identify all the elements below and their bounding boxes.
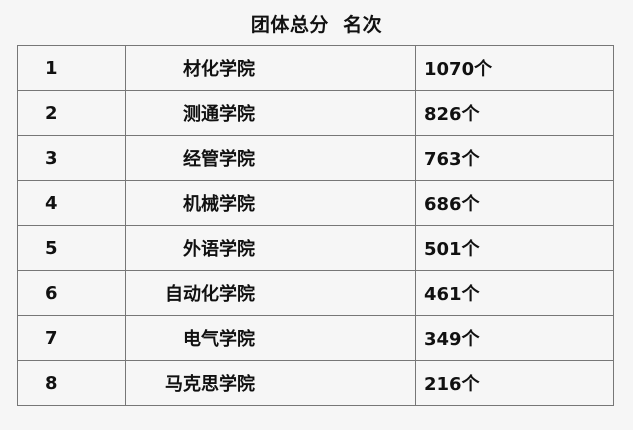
college-cell: 自动化学院: [125, 270, 416, 316]
rank-cell: 8: [17, 360, 126, 406]
score-cell: 501个: [415, 225, 614, 271]
college-cell: 电气学院: [125, 315, 416, 361]
table-row: 5 外语学院 501个: [17, 225, 614, 271]
ranking-table: 1 材化学院 1070个 2 测通学院 826个 3 经管学院 763个 4 机械学院 686个 5 外语…: [17, 45, 614, 406]
score-cell: 1070个: [415, 45, 614, 91]
score-cell: 826个: [415, 90, 614, 136]
college-cell: 测通学院: [125, 90, 416, 136]
rank-cell: 1: [17, 45, 126, 91]
rank-cell: 4: [17, 180, 126, 226]
college-cell: 马克思学院: [125, 360, 416, 406]
page-title: 团体总分 名次: [250, 14, 383, 36]
score-cell: 349个: [415, 315, 614, 361]
score-cell: 686个: [415, 180, 614, 226]
college-cell: 材化学院: [125, 45, 416, 91]
table-row: 6 自动化学院 461个: [17, 270, 614, 316]
table-row: 4 机械学院 686个: [17, 180, 614, 226]
table-row: 1 材化学院 1070个: [17, 45, 614, 91]
rank-cell: 2: [17, 90, 126, 136]
rank-cell: 7: [17, 315, 126, 361]
score-cell: 763个: [415, 135, 614, 181]
score-cell: 461个: [415, 270, 614, 316]
college-cell: 机械学院: [125, 180, 416, 226]
table-row: 7 电气学院 349个: [17, 315, 614, 361]
college-cell: 经管学院: [125, 135, 416, 181]
rank-cell: 6: [17, 270, 126, 316]
college-cell: 外语学院: [125, 225, 416, 271]
table-row: 8 马克思学院 216个: [17, 360, 614, 406]
table-row: 3 经管学院 763个: [17, 135, 614, 181]
score-cell: 216个: [415, 360, 614, 406]
rank-cell: 3: [17, 135, 126, 181]
table-row: 2 测通学院 826个: [17, 90, 614, 136]
rank-cell: 5: [17, 225, 126, 271]
